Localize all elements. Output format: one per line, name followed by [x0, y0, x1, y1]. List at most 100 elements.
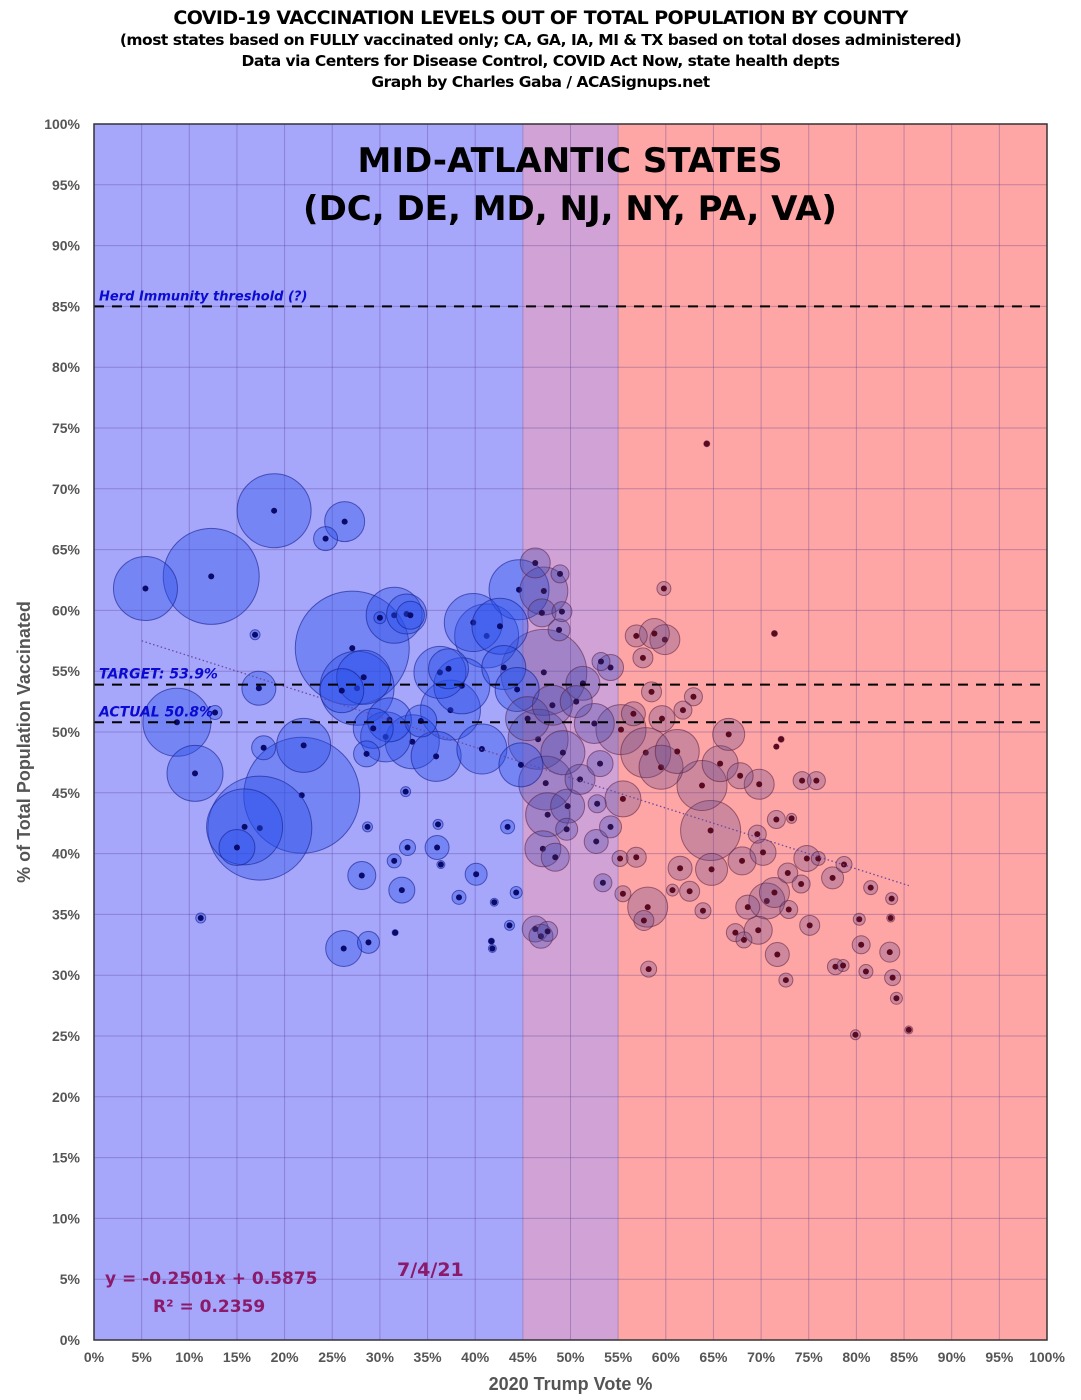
county-point [500, 819, 516, 835]
county-point [218, 829, 256, 867]
county-point [858, 964, 874, 980]
reference-lines: Herd Immunity threshold (?) TARGET: 53.9%… [94, 289, 1047, 724]
county-marker [699, 782, 706, 789]
county-point [694, 902, 712, 920]
county-point [507, 708, 569, 770]
x-tick-label: 55% [604, 1349, 633, 1365]
county-marker [514, 686, 521, 693]
county-point [400, 786, 412, 798]
county-point [614, 885, 632, 903]
trendline-equation: y = -0.2501x + 0.5875 [105, 1269, 317, 1289]
date-label: 7/4/21 [397, 1259, 464, 1281]
county-point [885, 892, 899, 906]
county-point [443, 593, 503, 653]
county-point [319, 668, 365, 714]
county-marker [358, 872, 365, 879]
county-marker [630, 710, 637, 717]
x-tick-label: 90% [938, 1349, 967, 1365]
county-point [773, 743, 780, 750]
county-marker [799, 777, 806, 784]
county-marker [782, 977, 789, 984]
y-tick-label: 5% [60, 1271, 81, 1287]
county-marker [640, 917, 647, 924]
y-tick-label: 40% [52, 846, 81, 862]
region-0 [94, 124, 523, 1340]
county-marker [445, 665, 452, 672]
county-marker [597, 760, 604, 767]
county-marker [473, 871, 480, 878]
county-marker [564, 803, 571, 810]
county-marker [858, 941, 865, 948]
county-point [624, 624, 648, 648]
county-marker [349, 645, 356, 652]
county-marker [740, 936, 747, 943]
county-marker [540, 669, 547, 676]
county-marker [645, 966, 652, 973]
county-marker [633, 854, 640, 861]
county-marker [407, 612, 414, 619]
county-point [777, 862, 799, 884]
county-point [749, 838, 777, 866]
y-tick-label: 35% [52, 906, 81, 922]
x-tick-label: 60% [652, 1349, 681, 1365]
county-point [625, 846, 647, 868]
county-point [504, 919, 516, 931]
county-point [550, 564, 570, 584]
county-point [481, 645, 527, 691]
county-point [632, 647, 654, 669]
x-tick-label: 100% [1029, 1349, 1065, 1365]
county-point [586, 750, 614, 778]
county-marker [535, 736, 542, 743]
y-tick-label: 20% [52, 1089, 81, 1105]
county-point [471, 597, 529, 655]
county-point [904, 1025, 914, 1035]
y-tick-label: 45% [52, 785, 81, 801]
county-point [487, 943, 497, 953]
county-point [555, 817, 579, 841]
county-point [695, 852, 729, 886]
county-point [641, 681, 663, 703]
x-tick-label: 65% [699, 1349, 728, 1365]
county-marker [617, 855, 624, 862]
y-tick-label: 65% [52, 542, 81, 558]
x-tick-label: 25% [318, 1349, 347, 1365]
county-marker [755, 927, 762, 934]
y-axis-title: % of Total Population Vaccinated [14, 601, 34, 883]
county-point [519, 547, 551, 579]
county-point [207, 775, 313, 881]
county-point [648, 705, 676, 733]
county-marker [699, 907, 706, 914]
county-point [786, 812, 798, 824]
y-tick-label: 10% [52, 1210, 81, 1226]
county-marker [679, 707, 686, 714]
county-marker [557, 570, 564, 577]
county-marker [513, 889, 520, 896]
y-tick-label: 30% [52, 967, 81, 983]
county-point [735, 931, 753, 949]
county-marker [398, 887, 405, 894]
county-point [667, 855, 693, 881]
x-tick-label: 15% [223, 1349, 252, 1365]
county-point [524, 830, 562, 868]
county-marker [905, 1026, 912, 1033]
y-tick-label: 85% [52, 298, 81, 314]
x-tick-label: 30% [366, 1349, 395, 1365]
county-marker [707, 827, 714, 834]
county-marker [771, 889, 778, 896]
county-point [764, 942, 790, 968]
county-marker [252, 631, 259, 638]
county-point [810, 850, 826, 866]
county-marker [558, 608, 565, 615]
gridlines [94, 124, 1047, 1340]
county-point [436, 860, 446, 870]
county-point [325, 929, 363, 967]
county-marker [404, 844, 411, 851]
y-tick-label: 70% [52, 481, 81, 497]
county-point [604, 780, 642, 818]
y-tick-label: 60% [52, 602, 81, 618]
county-marker [506, 922, 513, 929]
county-marker [365, 939, 372, 946]
county-marker [376, 614, 383, 621]
county-marker [651, 630, 658, 637]
